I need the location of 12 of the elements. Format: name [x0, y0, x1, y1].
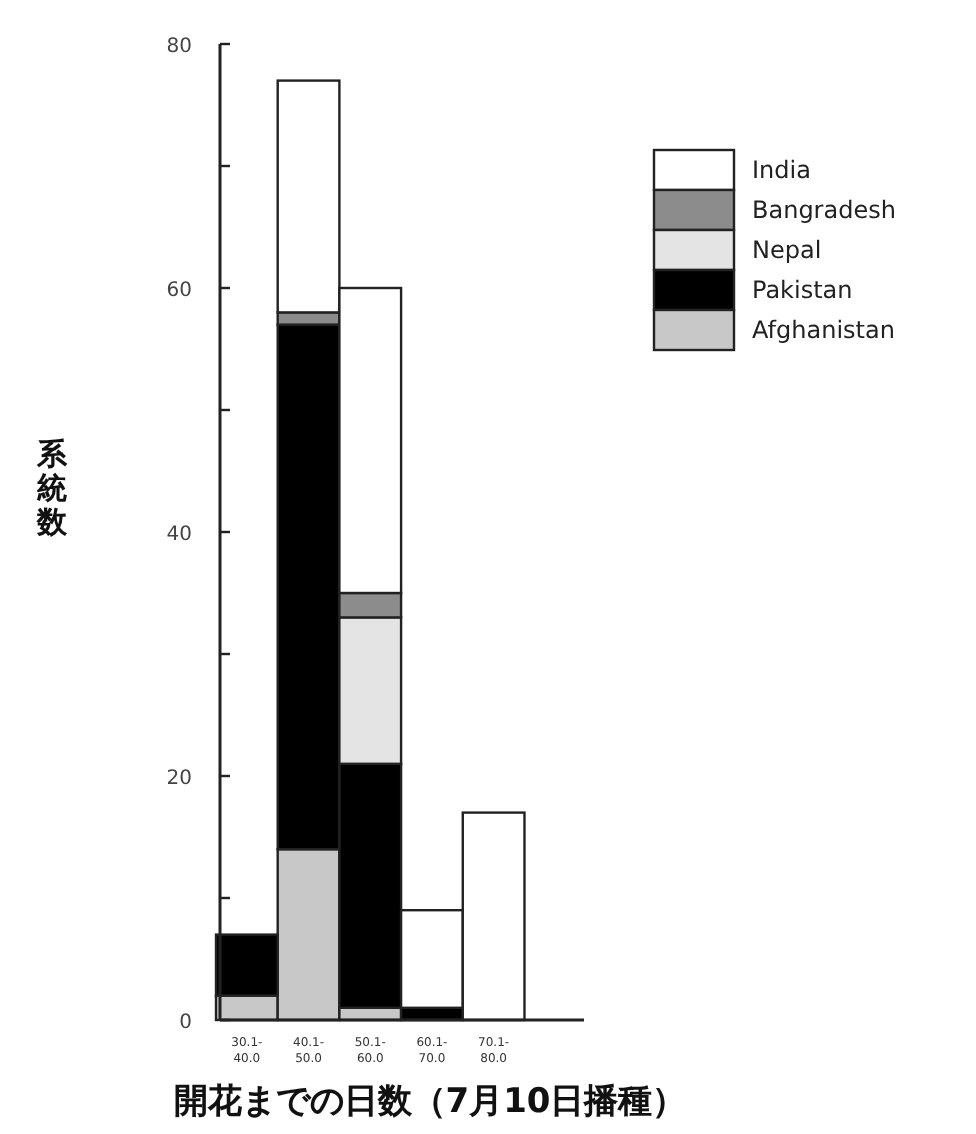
legend-label: India — [752, 156, 811, 184]
legend-label: Bangradesh — [752, 196, 896, 224]
y-tick-label: 80 — [166, 36, 192, 58]
legend-label: Nepal — [752, 236, 822, 264]
y-tick-label: 40 — [166, 524, 192, 546]
y-tick-label: 60 — [166, 280, 192, 302]
y-tick-label: 20 — [166, 768, 192, 790]
legend-label: Pakistan — [752, 276, 853, 304]
y-tick-label: 0 — [179, 1012, 192, 1034]
y-axis-title: 系統数 — [35, 436, 69, 540]
legend-label: Afghanistan — [752, 316, 895, 344]
x-axis-title: 開花までの日数（7月10日播種） — [173, 1082, 687, 1122]
